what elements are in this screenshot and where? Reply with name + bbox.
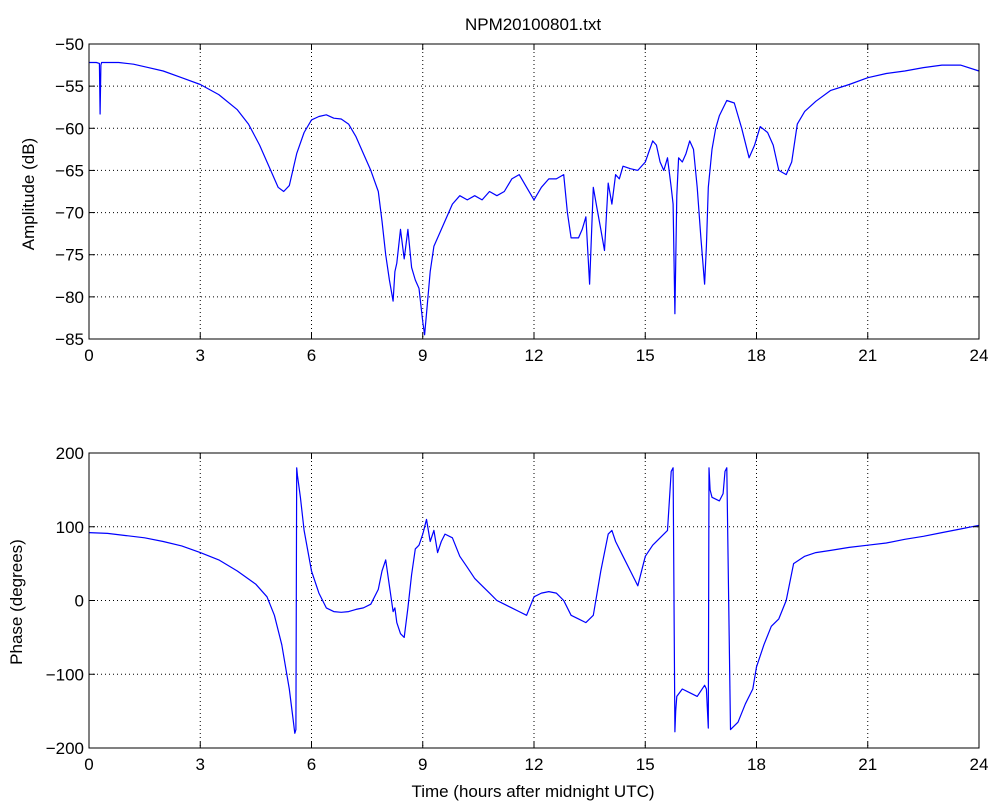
phase-y-tick-label: 0 [75,592,84,611]
figure-title: NPM20100801.txt [465,15,601,34]
phase-x-tick-label: 3 [196,755,205,774]
phase-x-tick-label: 0 [84,755,93,774]
amplitude-axes: 0 3 6 9 12 15 18 21 24 −85 −80 −75 −70 −65 −60 −55 −50 [55,35,988,365]
amplitude-y-tick-label: −60 [55,119,84,138]
amplitude-x-tick-label: 0 [84,346,93,365]
amplitude-y-label: Amplitude (dB) [19,138,38,250]
amplitude-y-tick-label: −85 [55,330,84,349]
phase-y-label: Phase (degrees) [7,539,26,665]
amplitude-x-tick-label: 9 [418,346,427,365]
phase-y-tick-label: 100 [56,518,84,537]
amplitude-x-tick-label: 24 [970,346,989,365]
amplitude-y-tick-label: −75 [55,246,84,265]
phase-y-tick-label: 200 [56,444,84,463]
phase-x-tick-label: 18 [747,755,766,774]
phase-x-tick-label: 12 [525,755,544,774]
amplitude-y-tick-label: −70 [55,204,84,223]
amplitude-series-line [89,61,980,336]
amplitude-x-tick-label: 21 [858,346,877,365]
phase-y-tick-label: −200 [46,739,84,758]
amplitude-x-tick-label: 12 [525,346,544,365]
amplitude-y-tick-label: −80 [55,288,84,307]
phase-x-tick-label: 21 [858,755,877,774]
phase-axes: 0 3 6 9 12 15 18 21 24 −200 −100 0 100 200 [46,444,989,774]
phase-x-label: Time (hours after midnight UTC) [411,782,654,801]
amplitude-x-tick-label: 18 [747,346,766,365]
amplitude-x-tick-label: 3 [196,346,205,365]
amplitude-x-tick-label: 15 [636,346,655,365]
phase-x-tick-label: 9 [418,755,427,774]
amplitude-y-tick-label: −65 [55,161,84,180]
phase-series-line [88,467,980,734]
amplitude-y-tick-label: −55 [55,77,84,96]
phase-x-tick-label: 24 [970,755,989,774]
amplitude-x-tick-label: 6 [307,346,316,365]
phase-x-tick-label: 6 [307,755,316,774]
phase-y-tick-label: −100 [46,665,84,684]
phase-x-tick-label: 15 [636,755,655,774]
amplitude-y-tick-label: −50 [55,35,84,54]
